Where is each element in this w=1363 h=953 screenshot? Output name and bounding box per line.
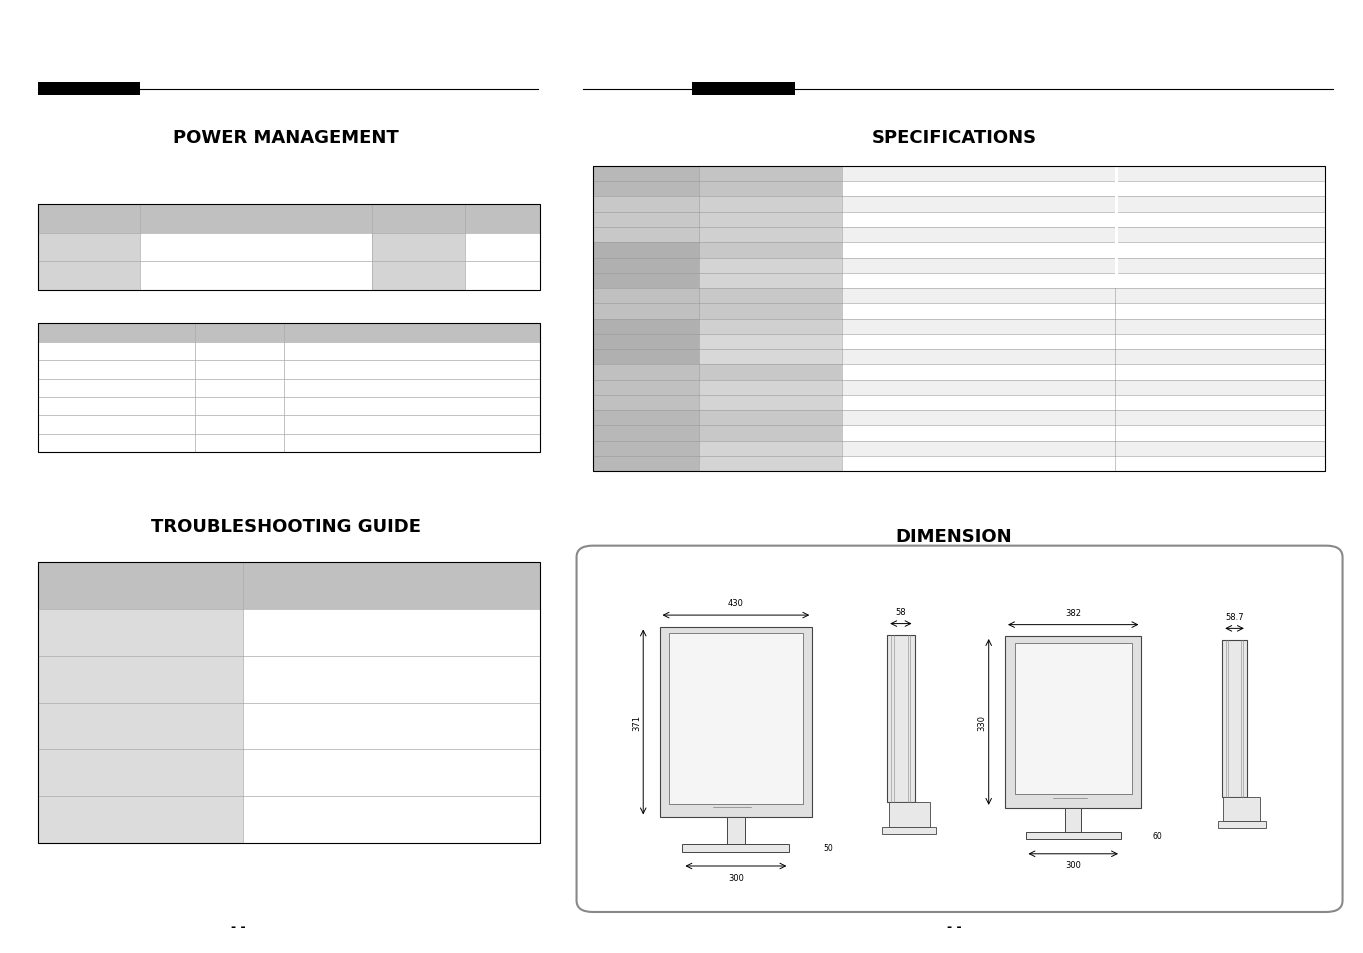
Bar bbox=[842, 365, 1325, 380]
Bar bbox=[842, 304, 1325, 319]
Bar bbox=[660, 627, 812, 818]
Bar bbox=[1224, 798, 1261, 821]
Bar bbox=[842, 243, 1325, 258]
Bar bbox=[593, 365, 699, 411]
Bar bbox=[699, 441, 842, 472]
Text: 330: 330 bbox=[977, 714, 987, 730]
Bar bbox=[38, 562, 540, 609]
Bar bbox=[842, 426, 1325, 441]
Bar bbox=[38, 562, 540, 843]
Bar bbox=[1223, 640, 1247, 798]
Text: 300: 300 bbox=[728, 873, 744, 882]
Bar bbox=[38, 750, 243, 797]
Bar bbox=[699, 365, 842, 380]
Bar bbox=[38, 609, 243, 703]
Bar bbox=[1219, 821, 1266, 827]
Bar bbox=[699, 197, 842, 243]
Bar bbox=[699, 319, 842, 335]
Text: - -: - - bbox=[232, 920, 245, 933]
FancyBboxPatch shape bbox=[577, 546, 1343, 912]
Bar bbox=[38, 324, 540, 453]
Bar bbox=[842, 197, 1325, 213]
Text: DIMENSION: DIMENSION bbox=[895, 528, 1013, 545]
Bar bbox=[699, 243, 842, 258]
Bar bbox=[842, 274, 1325, 289]
Bar bbox=[726, 818, 746, 844]
Text: 430: 430 bbox=[728, 598, 744, 608]
Text: 50: 50 bbox=[823, 843, 833, 853]
Bar bbox=[699, 258, 842, 289]
Bar bbox=[593, 319, 699, 365]
Bar bbox=[889, 802, 930, 827]
Text: 382: 382 bbox=[1066, 608, 1081, 618]
Bar bbox=[38, 205, 140, 291]
Text: 371: 371 bbox=[632, 714, 641, 730]
Bar bbox=[842, 380, 1325, 395]
Bar bbox=[38, 205, 540, 291]
Bar bbox=[669, 634, 803, 804]
Bar bbox=[593, 167, 699, 197]
Bar bbox=[593, 243, 699, 289]
Text: TROUBLESHOOTING GUIDE: TROUBLESHOOTING GUIDE bbox=[151, 517, 421, 535]
Text: POWER MANAGEMENT: POWER MANAGEMENT bbox=[173, 130, 399, 147]
Bar bbox=[1014, 643, 1131, 795]
Bar bbox=[842, 441, 1325, 456]
Bar bbox=[887, 636, 915, 802]
Bar bbox=[699, 380, 842, 411]
Bar bbox=[842, 167, 1325, 182]
Bar bbox=[1065, 808, 1081, 832]
Bar bbox=[1005, 637, 1141, 808]
Bar bbox=[842, 335, 1325, 350]
Bar bbox=[683, 844, 789, 852]
Bar bbox=[1025, 832, 1120, 840]
Bar bbox=[842, 319, 1325, 335]
Bar bbox=[842, 456, 1325, 472]
Text: SPECIFICATIONS: SPECIFICATIONS bbox=[871, 130, 1037, 147]
Bar bbox=[842, 289, 1325, 304]
Bar bbox=[842, 258, 1325, 274]
Bar bbox=[38, 83, 140, 96]
Bar bbox=[38, 205, 540, 233]
Bar bbox=[842, 350, 1325, 365]
Bar bbox=[842, 228, 1325, 243]
Bar bbox=[692, 83, 795, 96]
Text: 60: 60 bbox=[1152, 831, 1163, 841]
Bar bbox=[699, 411, 842, 441]
Text: 58: 58 bbox=[895, 607, 906, 617]
Text: - -: - - bbox=[947, 920, 961, 933]
Bar bbox=[842, 411, 1325, 426]
Bar bbox=[1115, 167, 1118, 289]
Bar bbox=[842, 182, 1325, 197]
Bar bbox=[842, 213, 1325, 228]
Bar bbox=[882, 827, 935, 834]
Text: 58.7: 58.7 bbox=[1225, 612, 1244, 621]
Bar bbox=[372, 205, 465, 291]
Bar bbox=[842, 395, 1325, 411]
Bar bbox=[593, 197, 699, 243]
Bar bbox=[593, 411, 699, 472]
Bar bbox=[38, 703, 243, 750]
Bar bbox=[593, 167, 1325, 472]
Bar bbox=[593, 289, 699, 319]
Text: 300: 300 bbox=[1066, 861, 1081, 869]
Bar bbox=[699, 289, 842, 319]
Bar bbox=[699, 335, 842, 365]
Bar bbox=[699, 167, 842, 197]
Bar bbox=[38, 324, 540, 342]
Bar bbox=[38, 797, 243, 843]
